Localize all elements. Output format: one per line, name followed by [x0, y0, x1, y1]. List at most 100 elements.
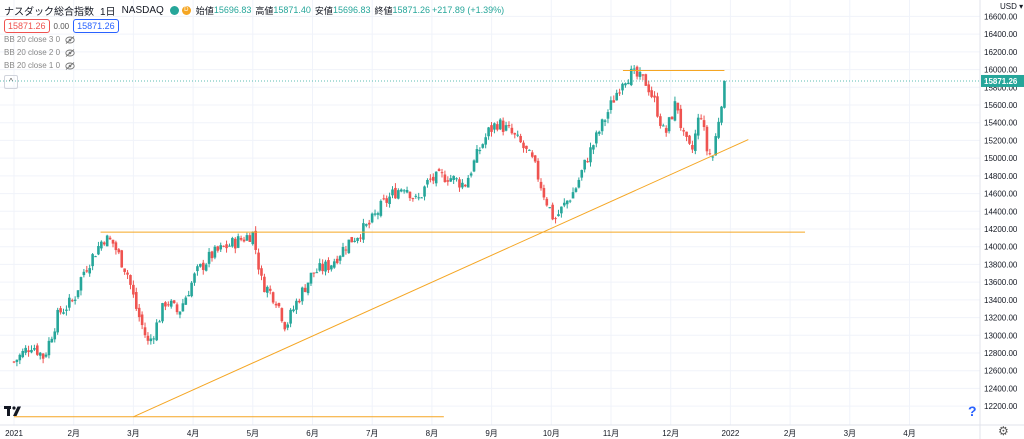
ohlc-high-value: 15871.40 [273, 5, 311, 15]
candle-body [394, 187, 397, 199]
ohlc-close-key: 終値 [374, 5, 393, 16]
candle-body [498, 119, 502, 130]
candle-body [155, 322, 158, 341]
exchange-label: NASDAQ [121, 4, 164, 16]
candle-body [586, 161, 589, 163]
gear-icon[interactable]: ⚙ [998, 424, 1009, 438]
interval-label[interactable]: 1日 [100, 6, 116, 18]
y-tick-label: 14000.00 [984, 243, 1018, 252]
candle-body [420, 197, 423, 199]
currency-text: USD [1000, 2, 1017, 11]
indicator-label: BB 20 close 1 0 [4, 61, 61, 70]
collapse-legend-button[interactable]: ^ [4, 75, 18, 89]
ohlc-low-value: 15696.83 [332, 5, 371, 15]
candle-body [332, 261, 336, 268]
candle-body [429, 178, 432, 180]
candle-body [705, 126, 709, 152]
candle-body [510, 127, 514, 134]
candle-body [41, 353, 45, 359]
y-tick-label: 14200.00 [984, 225, 1018, 234]
help-icon[interactable]: ? [968, 403, 977, 419]
candle-body [592, 145, 595, 150]
candle-body [190, 282, 193, 297]
candle-body [85, 270, 89, 272]
candle-body [152, 338, 156, 340]
candle-body [618, 92, 621, 94]
candle-body [597, 131, 601, 134]
eye-hidden-icon[interactable] [65, 48, 75, 57]
candle-body [484, 137, 487, 145]
candle-body [437, 169, 441, 172]
candle-body [638, 71, 642, 77]
x-tick-label: 6月 [306, 429, 318, 438]
indicator-row-bb2[interactable]: BB 20 close 2 0 [4, 46, 506, 59]
currency-label[interactable]: USD ▾ [1000, 2, 1024, 11]
candle-body [158, 321, 161, 323]
x-tick-label: 2月 [784, 429, 796, 438]
candle-body [225, 244, 228, 249]
candle-body [635, 66, 639, 77]
candle-body [694, 133, 697, 151]
x-tick-label: 3月 [844, 429, 856, 438]
candle-body [298, 300, 301, 303]
candle-body [723, 80, 726, 108]
candle-body [44, 354, 48, 357]
candle-body [659, 116, 662, 126]
candle-body [391, 189, 394, 196]
candle-body [132, 284, 135, 295]
x-tick-label: 12月 [662, 429, 679, 438]
ohlc-low-key: 安値 [314, 5, 333, 16]
candle-body [254, 230, 257, 250]
candle-body [210, 251, 214, 259]
candle-body [571, 192, 575, 199]
candle-body [207, 251, 211, 264]
eye-hidden-icon[interactable] [65, 35, 75, 44]
candle-body [458, 179, 461, 188]
candle-body [507, 125, 511, 127]
indicator-row-bb3[interactable]: BB 20 close 3 0 [4, 33, 506, 46]
indicator-row-bb1[interactable]: BB 20 close 1 0 [4, 59, 506, 72]
candle-body [621, 83, 624, 91]
candle-body [676, 102, 680, 111]
candle-body [15, 359, 19, 362]
candle-body [283, 322, 287, 330]
candle-body [522, 142, 525, 149]
candle-body [504, 125, 508, 131]
candle-body [490, 125, 493, 132]
candle-body [50, 338, 54, 343]
candle-body [12, 361, 16, 363]
candle-body [667, 117, 671, 132]
candle-body [204, 264, 208, 271]
candle-body [714, 136, 717, 156]
candle-body [70, 300, 74, 302]
candle-body [455, 178, 458, 180]
candle-body [399, 189, 403, 192]
candle-body [650, 90, 653, 97]
candle-body [624, 83, 627, 86]
candle-body [595, 132, 598, 144]
candle-body [94, 256, 97, 258]
candle-body [274, 303, 278, 306]
y-tick-label: 12800.00 [984, 349, 1018, 358]
candle-body [362, 223, 365, 240]
status-dot-icon [169, 5, 179, 15]
buy-button[interactable]: 15871.26 [73, 19, 119, 33]
candle-body [327, 260, 330, 271]
eye-hidden-icon[interactable] [65, 61, 75, 70]
candle-body [629, 68, 633, 86]
candle-body [236, 236, 240, 248]
sell-button[interactable]: 15871.26 [4, 19, 50, 33]
candle-body [82, 271, 86, 276]
candle-body [175, 304, 179, 313]
tradingview-logo-icon[interactable] [4, 405, 22, 417]
candle-body [137, 307, 141, 318]
candle-body [263, 276, 266, 293]
candle-body [350, 237, 354, 243]
candle-body [242, 239, 246, 242]
candle-body [702, 120, 706, 128]
spread-value: 0.00 [53, 21, 70, 31]
candle-body [688, 135, 691, 144]
symbol-title[interactable]: ナスダック総合指数 [4, 6, 94, 18]
